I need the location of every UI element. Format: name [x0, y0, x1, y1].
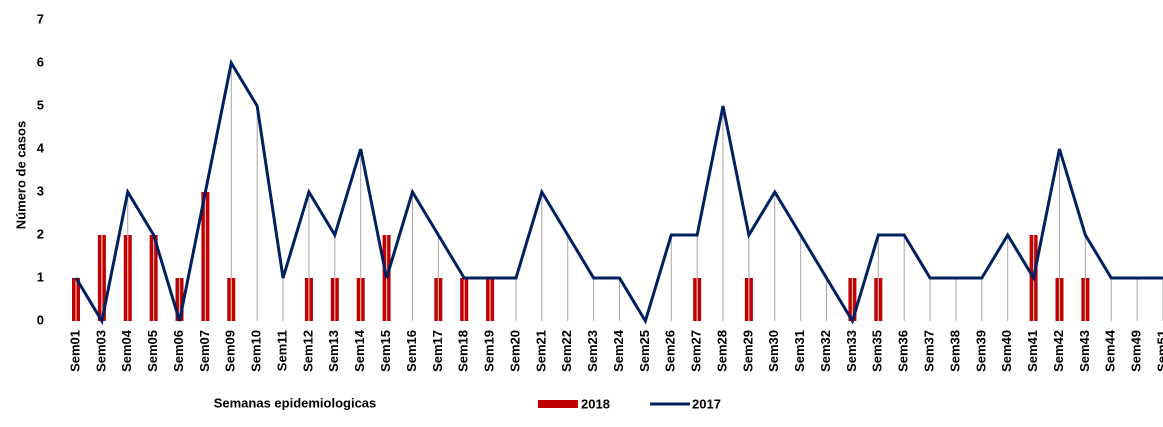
- legend-label: 2018: [581, 396, 610, 411]
- x-tick-label: Sem25: [637, 330, 652, 372]
- x-tick-label: Sem41: [1025, 330, 1040, 372]
- x-tick-label: Sem35: [870, 330, 885, 372]
- x-tick-label: Sem09: [223, 330, 238, 372]
- legend-swatch: [538, 400, 578, 408]
- bar-stripe: [1058, 278, 1061, 321]
- x-tick-label: Sem27: [689, 330, 704, 372]
- x-tick-label: Sem05: [145, 330, 160, 372]
- x-tick-label: Sem39: [973, 330, 988, 372]
- x-tick-label: Sem11: [274, 330, 289, 371]
- bar-stripe: [851, 278, 854, 321]
- x-tick-label: Sem01: [67, 330, 82, 372]
- x-tick-label: Sem33: [844, 330, 859, 372]
- x-tick-label: Sem37: [922, 330, 937, 372]
- bar-stripe: [178, 278, 181, 321]
- x-tick-label: Sem42: [1051, 330, 1066, 372]
- y-tick-label: 5: [37, 97, 44, 112]
- line: [74, 58, 1163, 326]
- x-tick-label: Sem14: [352, 329, 367, 372]
- y-axis-title: Número de casos: [13, 121, 28, 229]
- x-tick-label: Sem23: [585, 330, 600, 372]
- bar-stripe: [877, 278, 879, 321]
- bar-stripe: [748, 278, 750, 321]
- x-tick-label: Sem38: [947, 330, 962, 372]
- x-tick-label: Sem30: [766, 330, 781, 372]
- y-tick-label: 0: [37, 312, 44, 327]
- x-axis-title: Semanas epidemiologicas: [214, 395, 377, 410]
- x-tick-label: Sem06: [171, 330, 186, 372]
- y-tick-label: 1: [37, 269, 44, 284]
- bar-stripe: [230, 278, 232, 321]
- x-tick-label: Sem18: [456, 330, 471, 372]
- x-tick-label: Sem19: [482, 330, 497, 372]
- bar-stripe: [101, 235, 103, 321]
- x-tick-label: Sem22: [559, 330, 574, 372]
- bar-stripe: [1084, 278, 1086, 321]
- x-tick-label: Sem36: [896, 330, 911, 372]
- x-tick-label: Sem49: [1129, 330, 1144, 372]
- x-tick-label: Sem04: [119, 329, 134, 372]
- bar-stripe: [463, 278, 465, 321]
- x-tick-label: Sem12: [300, 330, 315, 372]
- bar-stripe: [334, 278, 336, 321]
- x-tick-label: Sem40: [999, 330, 1014, 372]
- x-tick-label: Sem17: [430, 330, 445, 372]
- x-tick-label: Sem16: [404, 330, 419, 372]
- x-tick-label: Sem43: [1077, 330, 1092, 372]
- x-tick-label: Sem32: [818, 330, 833, 372]
- x-tick-label: Sem03: [93, 330, 108, 372]
- x-tick-label: Sem15: [378, 330, 393, 372]
- bar-stripe: [360, 278, 362, 321]
- bar-stripe: [75, 278, 77, 321]
- bar-stripe: [489, 278, 491, 321]
- bar-stripe: [696, 278, 698, 321]
- x-tick-label: Sem28: [714, 330, 729, 372]
- y-tick-label: 4: [37, 140, 45, 155]
- y-tick-label: 7: [37, 11, 44, 26]
- x-tick-label: Sem07: [197, 330, 212, 372]
- y-tick-label: 3: [37, 183, 44, 198]
- x-tick-label: Sem21: [533, 330, 548, 372]
- x-tick-label: Sem26: [663, 330, 678, 372]
- bar-stripe: [127, 235, 129, 321]
- x-tick-label: Sem29: [740, 330, 755, 372]
- bar-stripe: [308, 278, 310, 321]
- bar-stripe: [204, 192, 207, 321]
- x-tick-label: Sem31: [792, 330, 807, 372]
- bar-stripe: [437, 278, 439, 321]
- y-tick-label: 6: [37, 54, 44, 69]
- legend-label: 2017: [692, 396, 721, 411]
- y-tick-label: 2: [37, 226, 44, 241]
- x-tick-label: Sem10: [249, 330, 264, 372]
- x-tick-label: Sem13: [326, 330, 341, 372]
- bar-stripe: [153, 235, 155, 321]
- x-tick-label: Sem24: [611, 329, 626, 372]
- x-tick-label: Sem44: [1103, 329, 1118, 372]
- x-tick-label: Sem20: [507, 330, 522, 372]
- x-tick-label: Sem51: [1154, 330, 1163, 372]
